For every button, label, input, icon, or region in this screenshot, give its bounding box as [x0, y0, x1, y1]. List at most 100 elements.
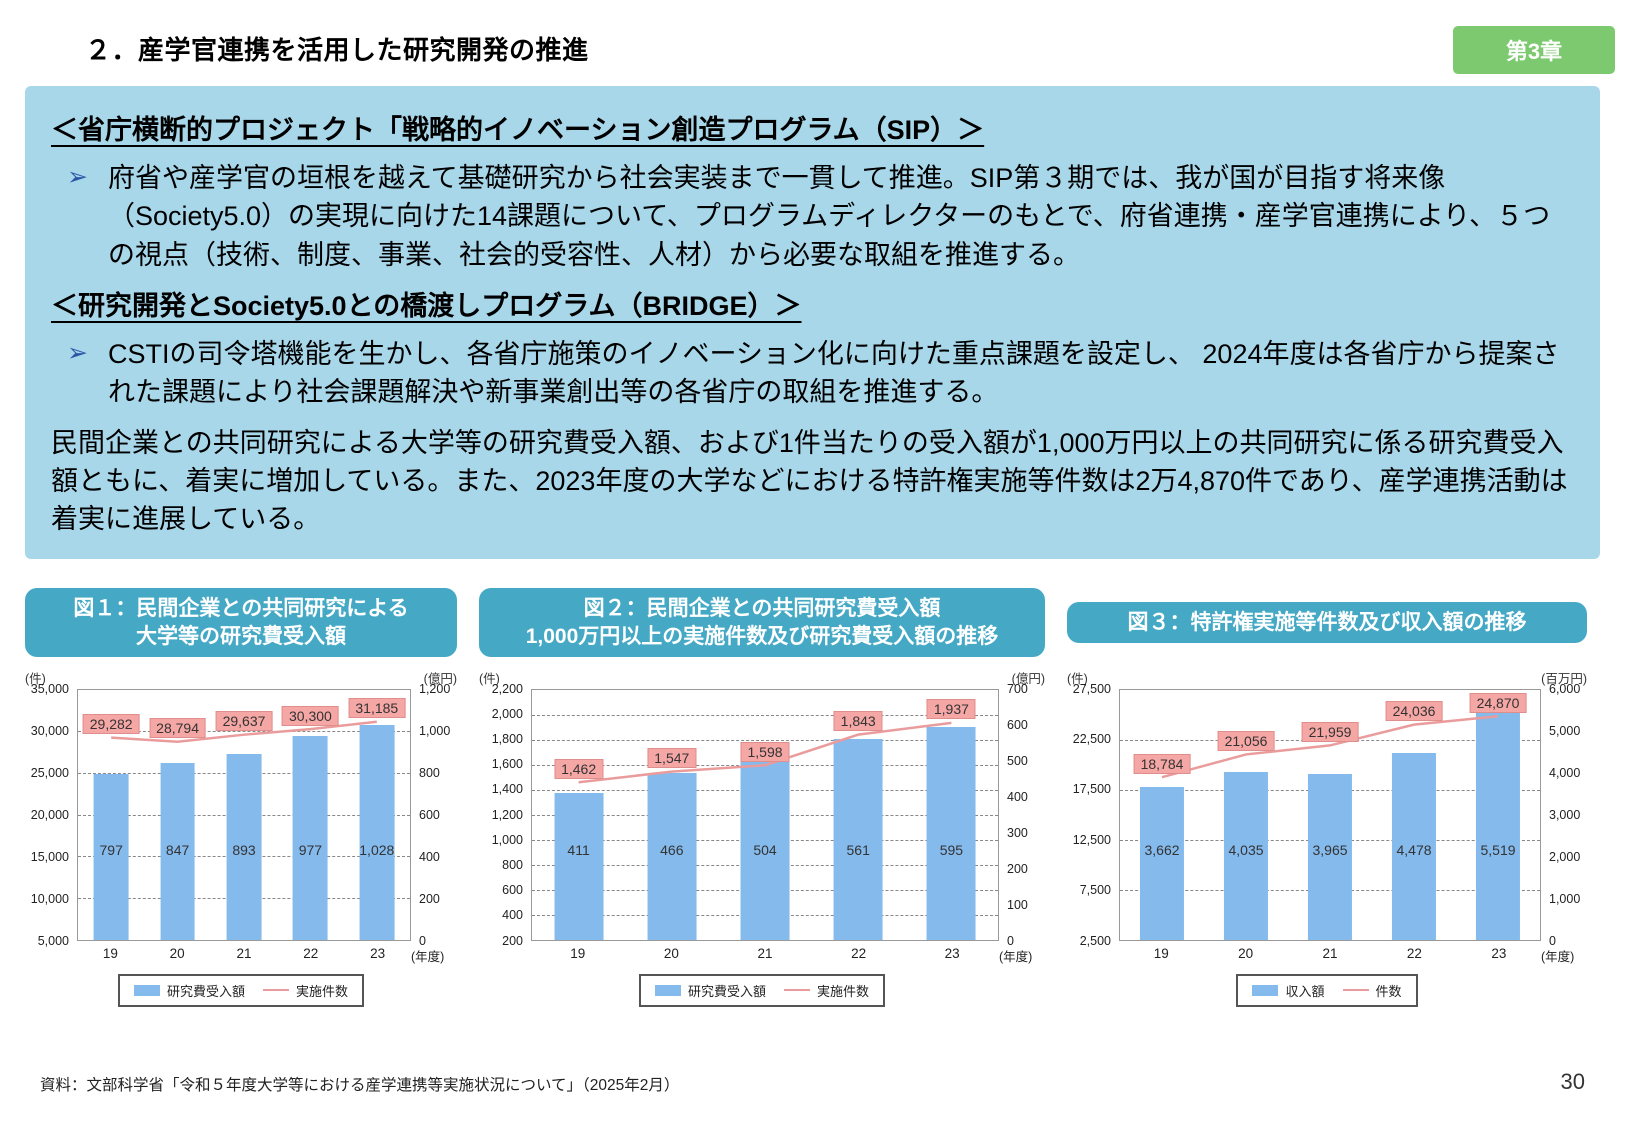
x-axis-labels: 19 20 21 22 23: [77, 941, 411, 965]
right-axis-tick-label: 1,000: [1549, 891, 1581, 906]
x-axis-tick-label: 23: [370, 945, 386, 961]
left-axis-tick-label: 800: [502, 858, 523, 873]
figure2-title-area: 図２：民間企業との共同研究費受入額 1,000万円以上の実施件数及び研究費受入額の…: [479, 586, 1045, 660]
bar-value-label: 797: [99, 841, 123, 858]
legend: 研究費受入額 実施件数: [638, 973, 886, 1007]
gridline: [78, 731, 410, 733]
legend-item-bar: 研究費受入額: [654, 981, 766, 1000]
left-axis-ticks: 2,200 2,000 1,800 1,600 1,400 1,200 1,000 800 60…: [479, 682, 531, 948]
x-axis-tick-label: 20: [1238, 945, 1254, 961]
chart-title: 図２：民間企業との共同研究費受入額 1,000万円以上の実施件数及び研究費受入額の…: [479, 588, 1045, 657]
left-axis-unit: (件): [1067, 671, 1088, 686]
left-axis-tick-label: 20,000: [30, 807, 69, 822]
left-axis-tick-label: 5,000: [37, 933, 69, 948]
line-value-label: 21,959: [1301, 722, 1359, 743]
right-axis-tick-label: 0: [1549, 933, 1556, 948]
legend-label: 件数: [1375, 983, 1402, 999]
right-axis-tick-label: 1,000: [419, 723, 451, 738]
line-value-label: 29,282: [82, 714, 140, 735]
left-axis-unit: (件): [479, 671, 500, 686]
arrow-bullet-icon: ➢: [67, 338, 88, 367]
left-axis-tick-label: 30,000: [30, 723, 69, 738]
plot-area: 1,462 1,547 1,598 1,843 1,937 411 466 504 561 595: [531, 688, 999, 941]
axis-units: (件) (億円): [25, 668, 457, 687]
right-axis-tick-label: 800: [419, 765, 440, 780]
x-axis-tick-label: 19: [1153, 945, 1169, 961]
right-axis-tick-label: 0: [1007, 933, 1014, 948]
x-axis-unit: (年度): [999, 949, 1033, 964]
header: ２．産学官連携を活用した研究開発の推進 第3章: [0, 14, 1625, 76]
left-axis-tick-label: 7,500: [1079, 883, 1111, 898]
gridline: [532, 714, 998, 716]
bar-swatch-icon: [1252, 984, 1279, 996]
bar-value-label: 977: [298, 841, 323, 858]
line-value-label: 28,794: [149, 718, 207, 739]
left-axis-tick-label: 12,500: [1072, 832, 1111, 847]
legend-label: 研究費受入額: [166, 983, 245, 999]
left-axis-tick-label: 2,200: [491, 681, 523, 696]
line-value-label: 1,843: [833, 711, 883, 732]
legend-item-line: 実施件数: [263, 981, 348, 1000]
right-axis-tick-label: 300: [1007, 825, 1028, 840]
line-value-label: 1,547: [647, 748, 697, 769]
right-axis-tick-label: 600: [1007, 717, 1028, 732]
chart-title: 図１：民間企業との共同研究による 大学等の研究費受入額: [25, 588, 457, 657]
right-axis-tick-label: 700: [1007, 681, 1028, 696]
bar-value-label: 466: [660, 841, 684, 858]
bar-value-label: 561: [846, 841, 870, 858]
right-axis-tick-label: 6,000: [1549, 681, 1581, 696]
left-axis-unit: (件): [25, 671, 46, 686]
left-axis-tick-label: 17,500: [1072, 782, 1111, 797]
bar: [740, 759, 790, 940]
right-axis-unit: (百万円): [1541, 671, 1587, 686]
plot-row: 2,200 2,000 1,800 1,600 1,400 1,200 1,000 800 60…: [479, 682, 1045, 948]
right-axis-tick-label: 400: [1007, 789, 1028, 804]
x-axis: 19 20 21 22 23 (年度): [1067, 941, 1587, 965]
right-axis-tick-label: 3,000: [1549, 807, 1581, 822]
bar: [926, 727, 976, 940]
bar-value-label: 595: [939, 841, 964, 858]
sip-bullet: ➢ 府省や産学官の垣根を越えて基礎研究から社会実装まで一貫して推進。SIP第３期…: [51, 159, 1574, 274]
left-axis-tick-label: 1,600: [491, 757, 523, 772]
line-value-label: 24,870: [1469, 692, 1527, 713]
left-axis-tick-label: 400: [502, 908, 523, 923]
bar-value-label: 893: [232, 841, 256, 858]
right-axis-tick-label: 2,000: [1549, 849, 1581, 864]
arrow-bullet-icon: ➢: [67, 163, 88, 191]
bar-value-label: 3,965: [1312, 841, 1348, 858]
line-value-label: 30,300: [281, 705, 339, 726]
bar: [1307, 774, 1353, 940]
source-note: 資料：文部科学省「令和５年度大学等における産学連携等実施状況について」（2025…: [40, 1077, 680, 1094]
left-axis-ticks: 35,000 30,000 25,000 20,000 15,000 10,000 5,00…: [25, 682, 77, 948]
left-axis-tick-label: 27,500: [1072, 681, 1111, 696]
trend-line: [78, 690, 410, 940]
right-axis-tick-label: 5,000: [1549, 723, 1581, 738]
line-value-label: 31,185: [348, 698, 406, 719]
chart-title-line: 図３：特許権実施等件数及び収入額の推移: [1127, 610, 1527, 634]
legend-label: 収入額: [1285, 983, 1325, 999]
left-axis-ticks: 27,500 22,500 17,500 12,500 7,500 2,500: [1067, 682, 1119, 948]
legend: 収入額 件数: [1236, 973, 1418, 1007]
bar: [647, 773, 697, 940]
x-axis: 19 20 21 22 23 (年度): [25, 941, 457, 965]
right-axis-unit: (億円): [423, 671, 457, 686]
legend: 研究費受入額 実施件数: [117, 973, 365, 1007]
left-axis-tick-label: 1,000: [491, 832, 523, 847]
left-axis-tick-label: 200: [502, 933, 523, 948]
bar-swatch-icon: [133, 984, 160, 996]
line-value-label: 24,036: [1385, 701, 1443, 722]
legend-item-line: 件数: [1342, 981, 1402, 1000]
line-swatch-icon: [784, 989, 810, 992]
legend-item-bar: 収入額: [1252, 981, 1325, 1000]
right-axis-tick-label: 500: [1007, 753, 1028, 768]
legend-wrap: 研究費受入額 実施件数: [25, 973, 457, 1007]
left-axis-tick-label: 10,000: [30, 891, 69, 906]
x-axis-tick-label: 19: [102, 945, 118, 961]
bar: [93, 773, 129, 940]
x-axis-unit: (年度): [411, 949, 445, 964]
x-axis-tick-label: 23: [944, 945, 960, 961]
x-axis-tick-label: 21: [236, 945, 252, 961]
plot-row: 35,000 30,000 25,000 20,000 15,000 10,000 5,00…: [25, 682, 457, 948]
x-axis-tick-label: 22: [303, 945, 319, 961]
